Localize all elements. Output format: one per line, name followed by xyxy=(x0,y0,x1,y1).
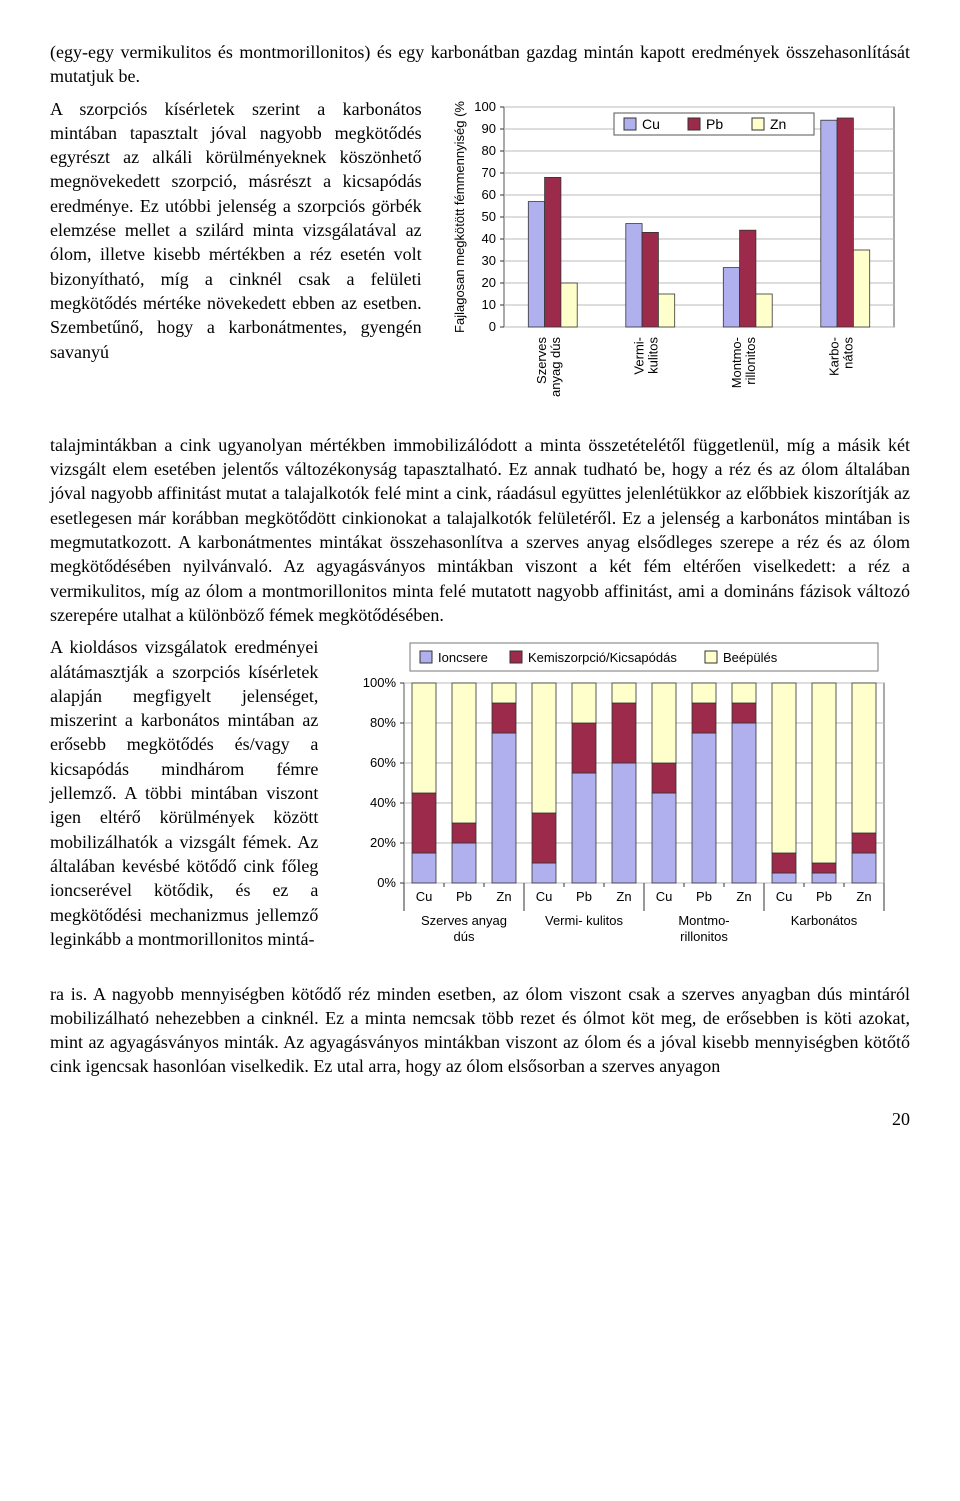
svg-text:Cu: Cu xyxy=(776,889,793,904)
svg-text:Ioncsere: Ioncsere xyxy=(438,650,488,665)
svg-text:Pb: Pb xyxy=(706,116,723,132)
svg-text:60%: 60% xyxy=(370,755,396,770)
svg-text:60: 60 xyxy=(481,187,495,202)
svg-text:Vermi- kulitos: Vermi- kulitos xyxy=(545,913,624,928)
svg-text:40%: 40% xyxy=(370,795,396,810)
svg-text:0%: 0% xyxy=(378,875,397,890)
para2-cont: talajmintákban a cink ugyanolyan mértékb… xyxy=(50,433,910,627)
svg-text:Pb: Pb xyxy=(816,889,832,904)
svg-text:anyag dús: anyag dús xyxy=(547,336,562,396)
svg-text:Pb: Pb xyxy=(696,889,712,904)
para2-left-col: A szorpciós kísérletek szerint a karboná… xyxy=(50,97,422,372)
para3-left: A kioldásos vizsgálatok eredményei alátá… xyxy=(50,635,318,951)
svg-text:40: 40 xyxy=(481,231,495,246)
svg-text:Cu: Cu xyxy=(416,889,433,904)
svg-text:90: 90 xyxy=(481,121,495,136)
svg-text:80: 80 xyxy=(481,143,495,158)
svg-text:Zn: Zn xyxy=(857,889,872,904)
row-chart2: A kioldásos vizsgálatok eredményei alátá… xyxy=(50,635,910,981)
svg-text:Szerves anyag: Szerves anyag xyxy=(421,913,507,928)
svg-text:Fajlagosan megkötött fémmennyi: Fajlagosan megkötött fémmennyiség (% xyxy=(452,100,467,332)
chart1: 0 10 20 30 40 50 60 70 80 90 100 Fajlagosan megkötö… xyxy=(446,97,906,427)
svg-text:Karbonátos: Karbonátos xyxy=(791,913,858,928)
svg-text:10: 10 xyxy=(481,297,495,312)
svg-text:100%: 100% xyxy=(363,675,397,690)
svg-text:Zn: Zn xyxy=(617,889,632,904)
svg-text:rillonitos: rillonitos xyxy=(742,336,757,384)
svg-text:Szerves: Szerves xyxy=(533,336,548,383)
svg-text:70: 70 xyxy=(481,165,495,180)
chart2: Ioncsere Kemiszorpció/Kicsapódás Beépülés 0… xyxy=(342,635,902,975)
svg-text:Montmo-: Montmo- xyxy=(679,913,730,928)
chart2-wrap: Ioncsere Kemiszorpció/Kicsapódás Beépülés 0… xyxy=(342,635,910,981)
svg-text:Cu: Cu xyxy=(642,116,660,132)
svg-text:100: 100 xyxy=(474,99,496,114)
svg-text:80%: 80% xyxy=(370,715,396,730)
row-chart1: A szorpciós kísérletek szerint a karboná… xyxy=(50,97,910,433)
svg-text:20%: 20% xyxy=(370,835,396,850)
svg-text:Zn: Zn xyxy=(737,889,752,904)
svg-text:dús: dús xyxy=(454,929,475,944)
svg-text:nátos: nátos xyxy=(840,336,855,368)
svg-text:Vermi-: Vermi- xyxy=(631,337,646,375)
chart1-wrap: 0 10 20 30 40 50 60 70 80 90 100 Fajlagosan megkötö… xyxy=(446,97,910,433)
svg-text:Zn: Zn xyxy=(497,889,512,904)
svg-text:Karbo-: Karbo- xyxy=(826,337,841,376)
para2-left: A szorpciós kísérletek szerint a karboná… xyxy=(50,97,422,364)
svg-text:30: 30 xyxy=(481,253,495,268)
svg-text:Montmo-: Montmo- xyxy=(728,337,743,388)
svg-text:Cu: Cu xyxy=(536,889,553,904)
svg-text:Beépülés: Beépülés xyxy=(723,650,778,665)
paragraph-intro: (egy-egy vermikulitos és montmorillonito… xyxy=(50,40,910,89)
svg-text:0: 0 xyxy=(488,319,495,334)
svg-text:Zn: Zn xyxy=(770,116,786,132)
svg-text:kulitos: kulitos xyxy=(645,336,660,373)
svg-text:50: 50 xyxy=(481,209,495,224)
svg-text:Pb: Pb xyxy=(576,889,592,904)
svg-text:Kemiszorpció/Kicsapódás: Kemiszorpció/Kicsapódás xyxy=(528,650,677,665)
svg-text:Pb: Pb xyxy=(456,889,472,904)
svg-text:Cu: Cu xyxy=(656,889,673,904)
svg-text:20: 20 xyxy=(481,275,495,290)
para3-cont: ra is. A nagyobb mennyiségben kötődő réz… xyxy=(50,982,910,1079)
svg-text:rillonitos: rillonitos xyxy=(681,929,729,944)
para3-left-col: A kioldásos vizsgálatok eredményei alátá… xyxy=(50,635,318,959)
page-number: 20 xyxy=(50,1107,910,1131)
